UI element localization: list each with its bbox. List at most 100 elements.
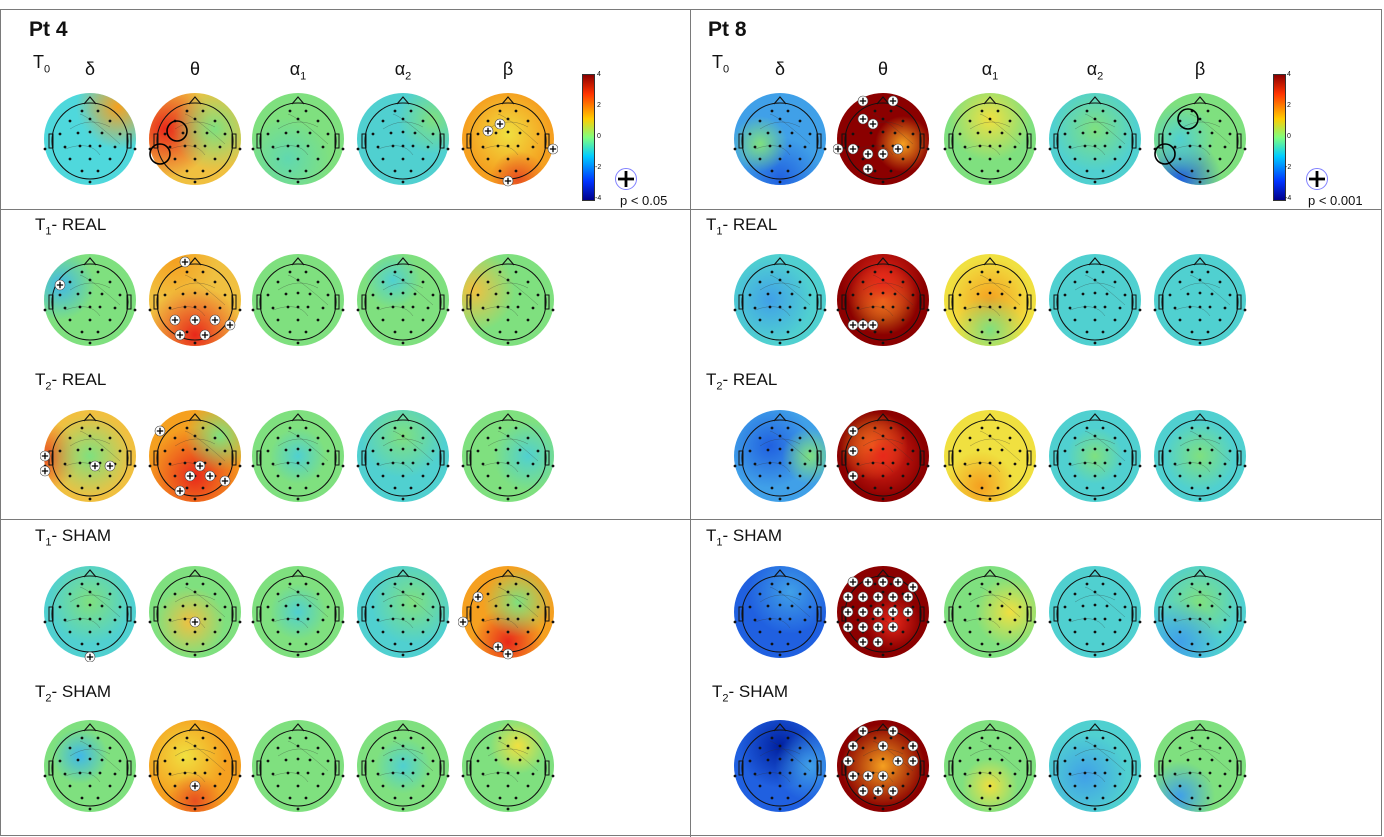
electrode-dot	[205, 292, 209, 296]
electrode-dot	[881, 278, 885, 282]
electrode-dot	[758, 474, 762, 478]
electrode-dot	[163, 605, 167, 609]
electrode-dot	[901, 474, 905, 478]
electrode-dot	[963, 462, 967, 466]
electrode-dot	[1206, 109, 1210, 113]
topomap	[836, 566, 930, 658]
electrode-dot	[481, 145, 485, 149]
electrode-dot	[371, 605, 375, 609]
electrode-dot	[881, 341, 885, 345]
electrode-dot	[1000, 131, 1004, 135]
significant-electrode-icon	[857, 785, 869, 797]
electrode-dot	[486, 474, 490, 478]
electrode-dot	[798, 784, 802, 788]
electrode-dot	[1093, 278, 1097, 282]
figure-frame	[0, 9, 1382, 836]
electrode-dot	[901, 630, 905, 634]
significant-electrode-icon	[194, 460, 206, 472]
electrode-dot	[531, 145, 535, 149]
electrode-dot	[185, 330, 189, 334]
electrode-dot	[1218, 592, 1222, 596]
electrode-dot	[1190, 736, 1194, 740]
electrode-dot	[1210, 131, 1214, 135]
topomap	[148, 93, 242, 185]
electrode-dot	[1118, 145, 1122, 149]
electrode-dot	[988, 590, 992, 594]
significant-electrode-icon	[189, 616, 201, 628]
electrode-dot	[288, 330, 292, 334]
electrode-dot	[1093, 157, 1097, 161]
significant-electrode-icon	[857, 113, 869, 125]
electrode-dot	[1018, 605, 1022, 609]
electrode-dot	[798, 474, 802, 478]
electrode-dot	[486, 630, 490, 634]
electrode-dot	[753, 618, 757, 622]
electrode-dot	[88, 771, 92, 775]
electrode-dot	[1081, 448, 1085, 452]
electrode-dot	[201, 486, 205, 490]
electrode-dot	[326, 605, 330, 609]
electrode-dot	[266, 605, 270, 609]
electrode-dot	[889, 796, 893, 800]
electrode-dot	[1218, 474, 1222, 478]
electrode-dot	[431, 449, 435, 453]
row-label-t1-real: T1- REAL	[706, 215, 778, 238]
electrode-dot	[1113, 592, 1117, 596]
electrode-dot	[223, 132, 227, 136]
topomap	[733, 410, 827, 502]
significant-electrode-icon	[862, 576, 874, 588]
electrode-dot	[978, 144, 982, 148]
electrode-dot	[78, 305, 82, 309]
electrode-dot	[836, 464, 840, 468]
electrode-dot	[393, 486, 397, 490]
electrode-dot	[1008, 784, 1012, 788]
electrode-dot	[266, 293, 270, 297]
electrode-dot	[790, 604, 794, 608]
electrode-dot	[1013, 306, 1017, 310]
electrode-dot	[1093, 771, 1097, 775]
electrode-dot	[193, 180, 197, 184]
electrode-dot	[893, 292, 897, 296]
electrode-dot	[486, 157, 490, 161]
electrode-dot	[80, 582, 84, 586]
electrode-dot	[183, 144, 187, 148]
electrode-dot	[1153, 774, 1157, 778]
electrode-dot	[96, 270, 100, 274]
electrode-dot	[978, 305, 982, 309]
topomap	[40, 410, 137, 502]
electrode-dot	[976, 292, 980, 296]
electrode-dot	[768, 771, 772, 775]
significant-electrode-icon	[907, 740, 919, 752]
electrode-dot	[88, 144, 92, 148]
electrode-dot	[753, 306, 757, 310]
electrode-dot	[514, 270, 518, 274]
electrode-dot	[193, 653, 197, 657]
electrode-dot	[316, 630, 320, 634]
electrode-dot	[1228, 132, 1232, 136]
colorbar-tick: -2	[1285, 164, 1292, 171]
electrode-dot	[958, 132, 962, 136]
electrode-dot	[770, 270, 774, 274]
electrode-dot	[411, 461, 415, 465]
electrode-dot	[193, 157, 197, 161]
electrode-dot	[836, 620, 840, 624]
electrode-dot	[988, 757, 992, 761]
electrode-dot	[1113, 280, 1117, 284]
electrode-dot	[306, 144, 310, 148]
electrode-dot	[1153, 620, 1157, 624]
electrode-dot	[788, 617, 792, 621]
electrode-dot	[413, 131, 417, 135]
band-delta: δ	[774, 59, 786, 79]
significant-electrode-icon	[857, 621, 869, 633]
electrode-dot	[296, 744, 300, 748]
electrode-dot	[518, 604, 522, 608]
electrode-dot	[1168, 293, 1172, 297]
electrode-dot	[401, 447, 405, 451]
electrode-dot	[286, 617, 290, 621]
electrode-dot	[1198, 497, 1202, 501]
electrode-dot	[296, 144, 300, 148]
electrode-dot	[861, 280, 865, 284]
electrode-dot	[891, 771, 895, 775]
electrode-dot	[778, 617, 782, 621]
electrode-dot	[389, 448, 393, 452]
